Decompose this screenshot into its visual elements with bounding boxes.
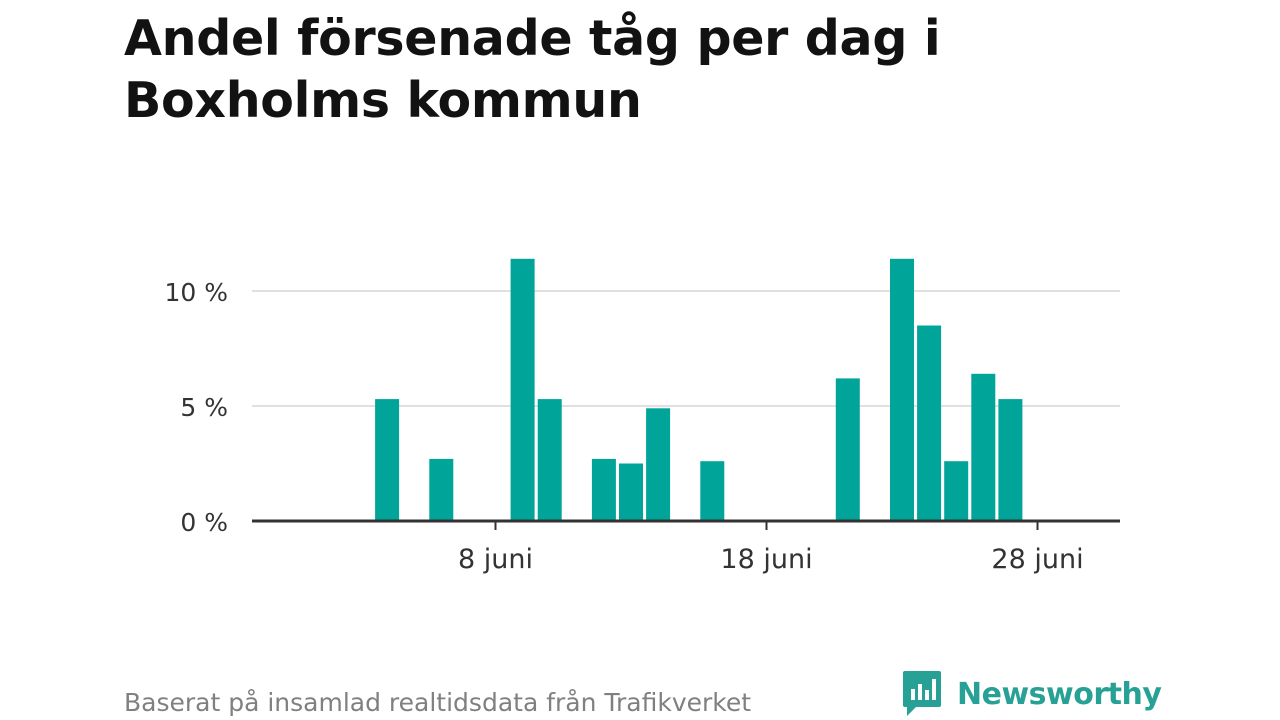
brand-logo: Newsworthy bbox=[902, 668, 1162, 720]
brand-name: Newsworthy bbox=[957, 676, 1162, 712]
source-note: Baserat på insamlad realtidsdata från Tr… bbox=[124, 688, 752, 717]
bar bbox=[429, 458, 454, 521]
y-tick-label: 10 % bbox=[164, 278, 228, 307]
y-tick-label: 5 % bbox=[180, 393, 228, 422]
bar bbox=[917, 325, 942, 521]
bar bbox=[890, 258, 914, 521]
bar bbox=[619, 463, 643, 521]
bar bbox=[591, 458, 616, 521]
bar bbox=[998, 399, 1023, 521]
bars bbox=[375, 258, 1023, 521]
y-tick-label: 0 % bbox=[180, 508, 228, 537]
bar bbox=[835, 378, 860, 521]
chart-title: Andel försenade tåg per dag i Boxholms k… bbox=[124, 10, 941, 129]
x-tick-label: 8 juni bbox=[458, 544, 533, 575]
bar bbox=[510, 258, 535, 521]
bar bbox=[537, 399, 562, 521]
bar bbox=[944, 461, 969, 521]
bar bbox=[971, 373, 996, 521]
newsworthy-logo-icon bbox=[903, 671, 941, 716]
bar bbox=[375, 399, 400, 521]
x-tick-label: 18 juni bbox=[720, 544, 812, 575]
bar bbox=[646, 408, 671, 521]
axes: 0 % 5 % 10 % 8 juni 18 juni 28 juni bbox=[164, 278, 1120, 575]
bar bbox=[700, 461, 725, 521]
x-tick-label: 28 juni bbox=[991, 544, 1083, 575]
